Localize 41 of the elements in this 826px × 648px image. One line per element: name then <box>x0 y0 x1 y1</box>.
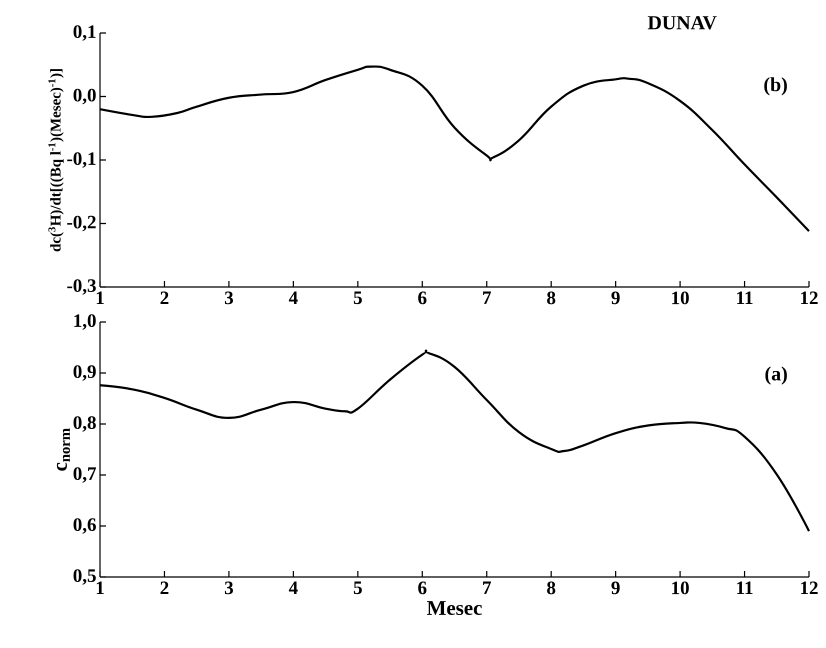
x-tick-label: 2 <box>160 582 168 594</box>
x-tick-label: 4 <box>288 292 298 304</box>
y-tick-label: 0,5 <box>74 569 96 585</box>
y-tick-label: -0,1 <box>67 152 96 168</box>
x-tick-label: 3 <box>224 582 233 594</box>
x-tick-label: 12 <box>801 292 818 304</box>
annotation: (a) <box>765 366 787 385</box>
x-tick-label: 9 <box>611 582 620 594</box>
annotation: (b) <box>764 77 787 96</box>
x-tick-label: 6 <box>418 292 426 304</box>
y-axis-title: c$_{norm}$ <box>56 428 70 471</box>
text: DUNAV <box>648 16 717 30</box>
x-tick-label: 7 <box>483 292 492 304</box>
x-tick-label: 8 <box>547 582 556 594</box>
x-tick-label: 4 <box>288 582 298 594</box>
x-tick-label: 1 <box>96 292 104 304</box>
x-tick-label: 2 <box>160 292 168 304</box>
y-tick-label: 1,0 <box>74 314 96 330</box>
x-tick-label: 5 <box>354 582 362 594</box>
y-axis-title: dc($^{3}$H)/dt[((Bq l$^{-1}$)(Mesec)$^{-1}$)] <box>48 69 64 252</box>
y-tick-label: 0,0 <box>74 88 96 104</box>
y-tick-label: 0,9 <box>74 365 96 381</box>
y-tick-label: 0,1 <box>74 25 96 41</box>
x-tick-label: 10 <box>672 292 689 304</box>
y-tick-label: -0,2 <box>67 216 96 232</box>
x-tick-label: 6 <box>418 582 426 594</box>
x-tick-label: 12 <box>801 582 818 594</box>
x-tick-label: 5 <box>354 292 362 304</box>
x-tick-label: 11 <box>737 582 753 594</box>
x-tick-label: 7 <box>483 582 492 594</box>
x-tick-label: 3 <box>224 292 233 304</box>
y-tick-label: 0,7 <box>74 467 96 483</box>
y-tick-label: -0,3 <box>67 279 96 295</box>
x-tick-label: 9 <box>611 292 620 304</box>
y-tick-label: 0,8 <box>74 416 96 432</box>
x-axis-title: Mesec <box>426 601 482 616</box>
y-tick-label: 0,6 <box>74 518 96 534</box>
x-tick-label: 1 <box>96 582 104 594</box>
x-tick-label: 11 <box>737 292 753 304</box>
x-tick-label: 10 <box>672 582 689 594</box>
x-tick-label: 8 <box>547 292 556 304</box>
